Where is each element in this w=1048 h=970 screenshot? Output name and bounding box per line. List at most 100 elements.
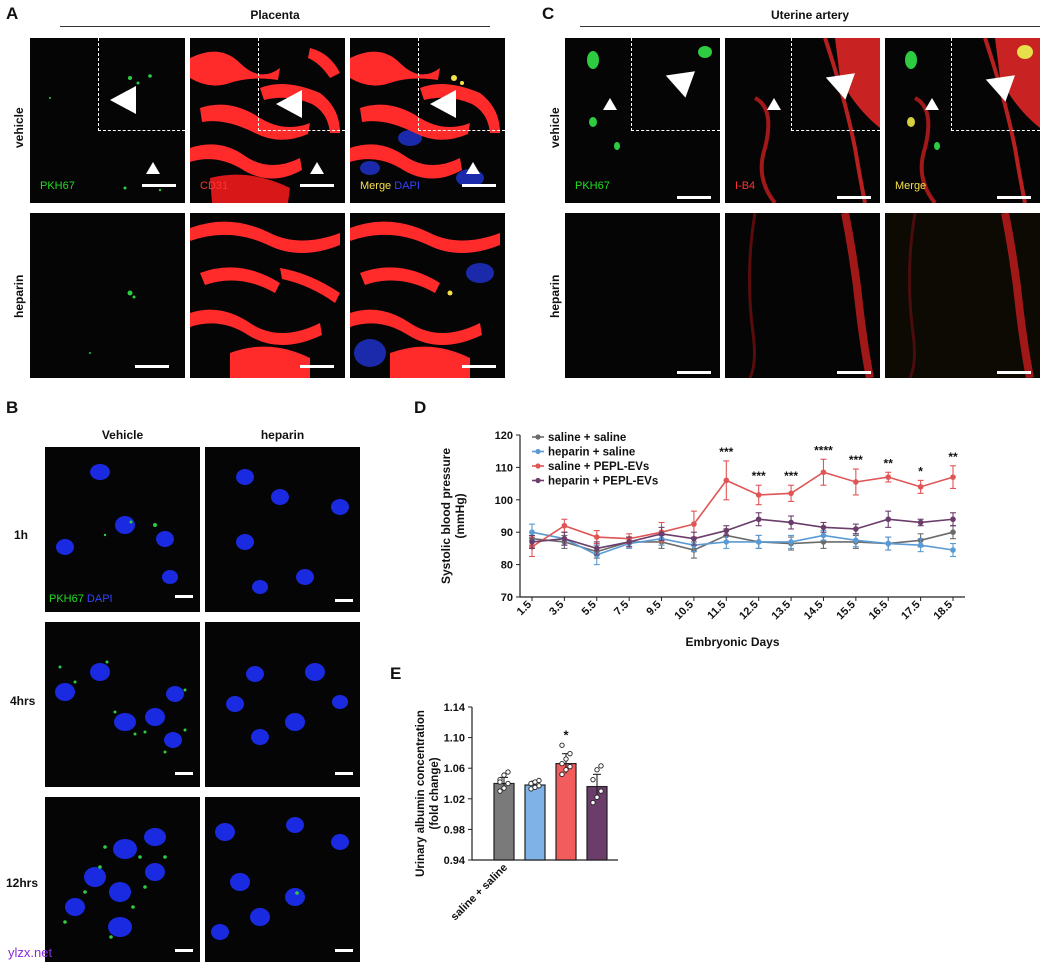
- channel-label-pkh67: PKH67: [40, 180, 75, 192]
- arrowhead-large-icon: [276, 90, 302, 118]
- micrograph-artery-vehicle-merge-image: [905, 38, 1040, 203]
- scale-bar: [300, 184, 334, 187]
- scale-bar: [175, 949, 193, 952]
- data-point: [853, 537, 859, 544]
- y-tick-label: 100: [495, 495, 513, 507]
- chart-blood-pressure: 70 80 90 100 110 120 1.5 3.5 5.5 7.5 9.5 10.5 11.5 12…: [439, 430, 965, 649]
- micrograph-placenta-heparin-pkh67: [30, 213, 185, 378]
- channel-text-merge: Merge: [360, 180, 392, 192]
- micrograph-artery-heparin-merge-image: [885, 213, 1040, 378]
- micrograph-placenta-vehicle-pkh67-image: [49, 74, 162, 192]
- chart-urinary-albumin: 0.94 0.98 1.02 1.06 1.10 1.14 Urinary albumin …: [415, 702, 618, 923]
- legend-label: heparin + saline: [548, 447, 635, 459]
- data-point: [885, 516, 892, 523]
- data-point: [853, 479, 859, 485]
- y-axis-title: (fold change): [429, 757, 441, 829]
- x-tick-label: 13.5: [770, 599, 794, 623]
- legend-label: saline + PEPL-EVs: [548, 461, 649, 473]
- micrograph-cells-vehicle-1h-image: [56, 464, 178, 584]
- channel-label-cd31: CD31: [200, 180, 228, 192]
- data-point: [788, 539, 794, 545]
- significance-marker: *: [918, 464, 923, 478]
- panel-label-b: B: [6, 398, 19, 417]
- data-point: [598, 788, 604, 794]
- data-point: [590, 777, 596, 783]
- arrowhead-small-icon: [603, 98, 617, 110]
- panel-b-row-label-1h: 1h: [14, 528, 29, 542]
- micrograph-cells-vehicle-12hrs-image: [63, 828, 167, 939]
- data-point: [885, 540, 892, 547]
- data-point: [559, 771, 565, 777]
- micrograph-cells-heparin-1h-image: [236, 469, 349, 594]
- x-tick-label: 14.5: [802, 599, 826, 623]
- arrowhead-small-icon: [310, 162, 324, 174]
- x-tick-label: 11.5: [705, 599, 728, 622]
- data-point: [691, 521, 697, 527]
- y-tick-label: 110: [495, 462, 513, 474]
- panel-b-col-label-heparin: heparin: [260, 428, 305, 442]
- data-point: [788, 519, 794, 526]
- data-point: [950, 474, 956, 480]
- data-point: [593, 534, 600, 540]
- data-point: [723, 477, 730, 484]
- x-tick-label: 15.5: [834, 599, 858, 623]
- micrograph-placenta-heparin-pkh67-image: [89, 290, 136, 354]
- data-point: [594, 767, 600, 773]
- micrograph-cells-heparin-4hrs-image: [226, 663, 348, 745]
- data-point: [723, 539, 730, 545]
- micrograph-placenta-vehicle-pkh67: PKH67: [30, 38, 185, 203]
- legend-swatch-point: [535, 463, 541, 469]
- zoom-inset-frame: [418, 38, 505, 131]
- y-tick-label: 90: [501, 527, 513, 539]
- micrograph-artery-vehicle-ib4: I-B4: [725, 38, 880, 203]
- data-point: [691, 535, 697, 542]
- channel-text-ib4: I-B4: [735, 180, 756, 192]
- micrograph-cells-vehicle-4hrs: [45, 622, 200, 787]
- micrograph-cells-vehicle-4hrs-image: [55, 660, 187, 754]
- micrograph-placenta-heparin-merge-image: [350, 221, 500, 378]
- scale-bar: [335, 772, 353, 775]
- panel-a-row-label-vehicle: vehicle: [12, 107, 26, 148]
- panel-b-row-label-4hrs: 4hrs: [10, 694, 36, 708]
- data-point: [950, 547, 956, 553]
- channel-label-merge: Merge: [895, 180, 926, 192]
- arrowhead-small-icon: [466, 162, 480, 174]
- data-point: [536, 783, 542, 789]
- panel-a-row-label-heparin: heparin: [12, 274, 26, 318]
- data-point: [917, 519, 924, 526]
- data-point: [820, 524, 827, 531]
- bar: [493, 782, 515, 861]
- data-point: [505, 769, 511, 775]
- y-tick-label: 0.98: [444, 824, 465, 836]
- data-point: [853, 526, 859, 532]
- arrowhead-small-icon: [925, 98, 939, 110]
- scale-bar: [142, 184, 176, 187]
- micrograph-artery-vehicle-pkh67-image: [587, 46, 712, 150]
- zoom-inset-frame: [631, 38, 720, 131]
- micrograph-artery-heparin-pkh67-image: [565, 213, 720, 378]
- x-tick-label: 9.5: [644, 599, 663, 618]
- data-point: [626, 539, 632, 545]
- y-tick-label: 120: [495, 430, 513, 442]
- legend-swatch-point: [535, 477, 541, 484]
- series-line: [531, 471, 954, 548]
- scale-bar: [335, 599, 353, 602]
- x-tick-label: 17.5: [899, 599, 923, 623]
- micrograph-placenta-heparin-merge: [350, 213, 505, 378]
- bar: [524, 784, 546, 861]
- micrograph-artery-heparin-merge: [885, 213, 1040, 378]
- significance-marker: ****: [814, 443, 833, 457]
- data-point: [950, 529, 956, 535]
- data-point: [755, 516, 762, 523]
- significance-marker: ***: [719, 445, 733, 459]
- micrograph-artery-heparin-pkh67: [565, 213, 720, 378]
- panel-c-title-rule: [580, 26, 1040, 27]
- channel-label-merge: Merge DAPI: [360, 180, 420, 192]
- channel-text-merge: Merge: [895, 180, 927, 192]
- scale-bar: [462, 184, 496, 187]
- scale-bar: [997, 196, 1031, 199]
- data-point: [501, 785, 507, 791]
- micrograph-cells-heparin-12hrs: [205, 797, 360, 962]
- legend-swatch-point: [535, 448, 541, 455]
- panel-b-col-label-vehicle: Vehicle: [101, 428, 144, 442]
